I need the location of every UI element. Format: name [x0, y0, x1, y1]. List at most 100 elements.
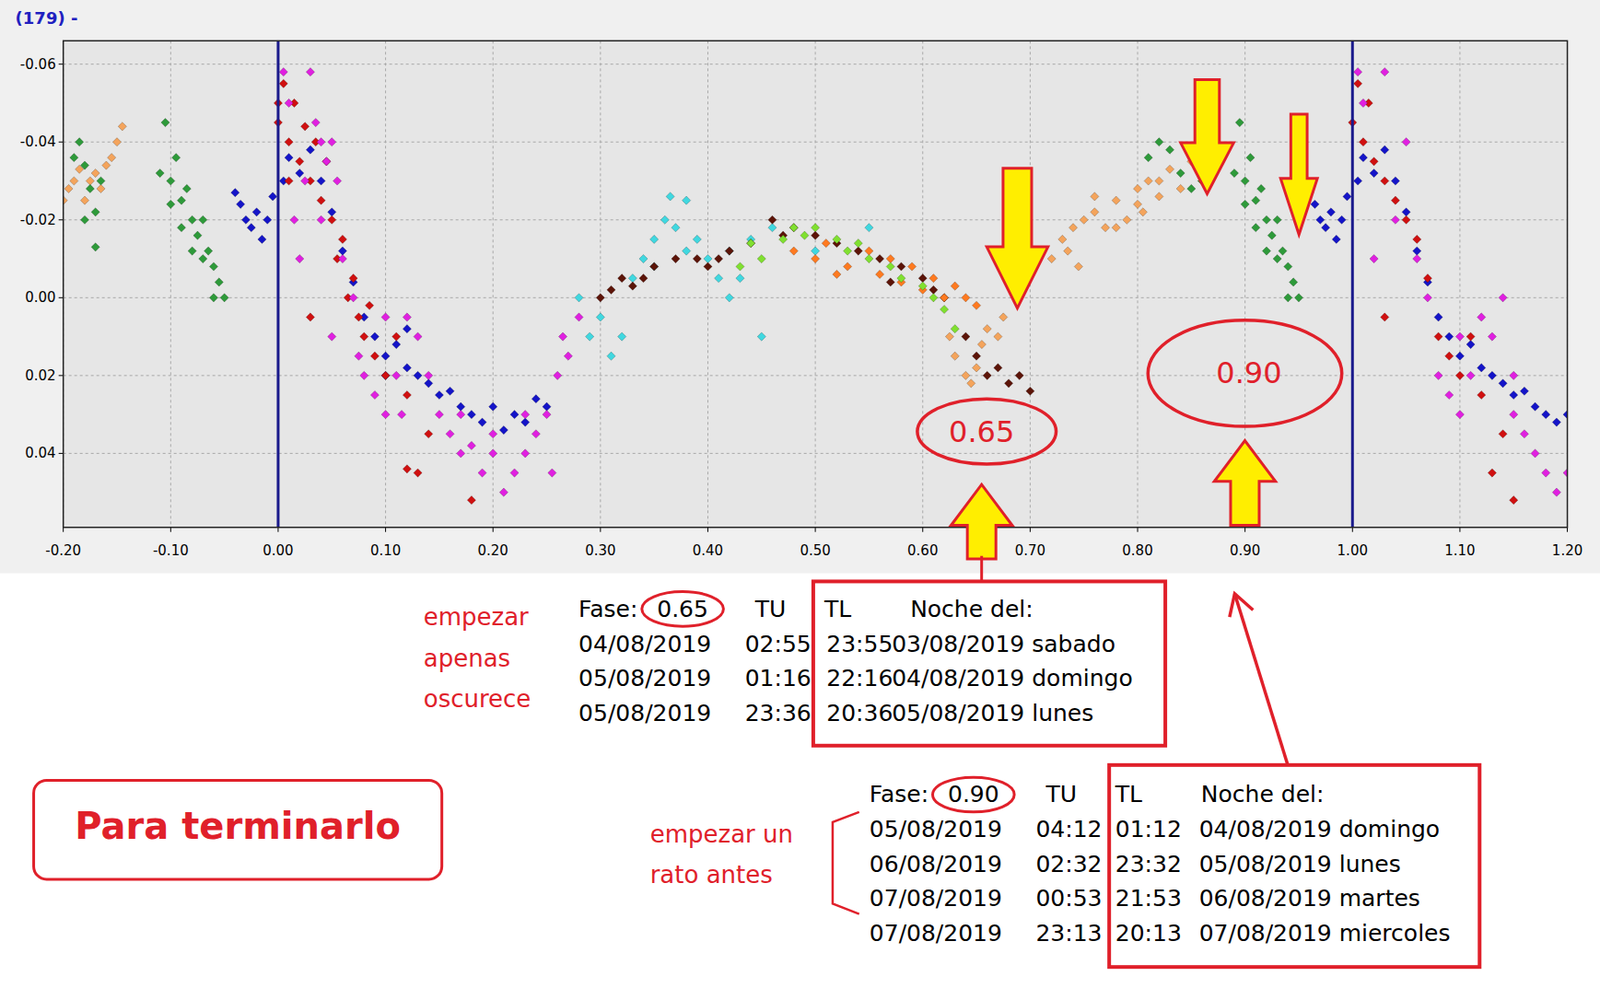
point — [349, 274, 358, 283]
point — [1331, 234, 1341, 244]
point — [692, 254, 701, 263]
point — [279, 79, 288, 88]
point — [660, 215, 669, 224]
tick-label: 0.90 — [1229, 542, 1261, 560]
table-header: 0.65 — [656, 595, 709, 623]
point — [703, 262, 713, 271]
point — [1310, 199, 1320, 209]
point — [305, 68, 315, 77]
point — [650, 234, 659, 244]
point — [402, 325, 411, 334]
ellipse — [1147, 320, 1342, 427]
point — [80, 196, 89, 205]
point — [1144, 153, 1153, 163]
point — [1466, 332, 1475, 341]
point — [542, 402, 551, 411]
point — [692, 234, 701, 244]
point — [1455, 410, 1464, 420]
point — [499, 488, 508, 497]
point — [1321, 223, 1331, 233]
point — [70, 176, 79, 186]
point — [1343, 192, 1352, 201]
point — [950, 325, 959, 334]
point — [747, 239, 756, 248]
table-cell: 07/08/2019 — [869, 885, 1003, 912]
bracket — [832, 812, 860, 915]
table-box — [813, 581, 1166, 746]
point — [1176, 184, 1185, 193]
point — [595, 313, 605, 322]
tick-label: 0.02 — [24, 367, 56, 385]
point — [724, 246, 734, 256]
point — [80, 215, 89, 224]
point — [735, 262, 745, 271]
point — [107, 153, 117, 163]
table-cell: 01:12 — [1115, 816, 1182, 843]
point — [1187, 184, 1196, 193]
point — [1445, 351, 1454, 361]
point — [1380, 145, 1390, 154]
point — [510, 468, 519, 478]
point — [102, 161, 111, 170]
point — [198, 254, 208, 263]
arrow — [950, 484, 1012, 560]
point — [1487, 468, 1496, 478]
point — [1519, 430, 1529, 439]
point — [875, 254, 884, 263]
table-cell: 04/08/2019 domingo — [891, 665, 1133, 692]
point — [402, 313, 411, 322]
point — [1509, 390, 1519, 399]
label-box — [34, 780, 443, 879]
point — [1354, 176, 1363, 186]
phase-label: 0.90 — [1215, 355, 1282, 391]
point — [1455, 371, 1464, 380]
point — [91, 208, 100, 217]
point — [1380, 68, 1390, 77]
point — [257, 234, 267, 244]
point — [327, 208, 337, 217]
point — [800, 231, 809, 240]
point — [1423, 274, 1432, 283]
table-cell: 04:12 — [1035, 816, 1102, 843]
tick-label: 0.20 — [478, 542, 509, 560]
point — [1122, 215, 1132, 224]
point — [929, 285, 938, 294]
point — [811, 246, 820, 256]
point — [176, 196, 186, 205]
point — [1144, 176, 1153, 186]
point — [811, 254, 820, 263]
point — [682, 196, 691, 205]
point — [1240, 176, 1250, 186]
point — [1261, 246, 1271, 256]
point — [402, 390, 411, 399]
point — [252, 208, 261, 217]
table-cell: 06/08/2019 martes — [1199, 885, 1421, 912]
chart-background — [0, 0, 1600, 574]
point — [402, 465, 411, 474]
point — [961, 332, 970, 341]
point — [220, 293, 229, 303]
page: -0.20-0.100.000.100.200.300.400.500.600.… — [0, 0, 1600, 988]
point — [1354, 79, 1363, 88]
table-cell: 22:16 — [826, 665, 893, 692]
point — [209, 293, 218, 303]
point — [789, 223, 798, 233]
point — [1047, 254, 1056, 263]
table-box — [1109, 765, 1480, 968]
point — [724, 293, 734, 303]
point — [853, 246, 863, 256]
point — [64, 184, 73, 193]
ellipse — [642, 592, 725, 628]
point — [193, 231, 202, 240]
grid-line — [385, 40, 386, 527]
point — [1401, 215, 1411, 224]
point — [182, 184, 191, 193]
connector — [980, 556, 983, 583]
point — [381, 371, 390, 380]
point — [198, 215, 208, 224]
point — [574, 313, 584, 322]
point — [950, 281, 959, 291]
point — [456, 402, 466, 411]
point — [1541, 468, 1551, 478]
point — [1284, 293, 1293, 303]
